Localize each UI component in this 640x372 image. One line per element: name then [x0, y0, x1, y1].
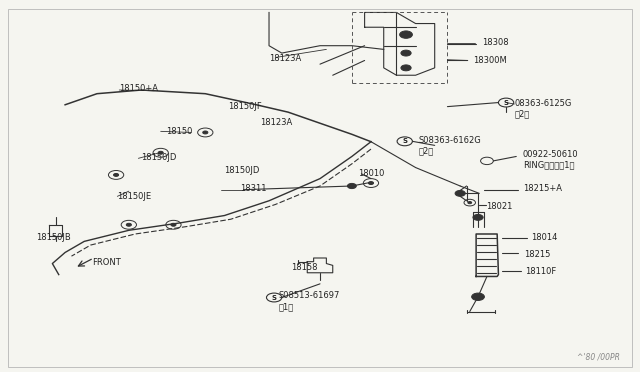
- Text: S08513-61697
（1）: S08513-61697 （1）: [278, 292, 340, 311]
- Circle shape: [472, 293, 484, 301]
- Text: 18158: 18158: [291, 263, 318, 272]
- Text: S: S: [504, 100, 509, 106]
- Text: 18010: 18010: [358, 169, 385, 177]
- Text: 00922-50610
RINGリング（1）: 00922-50610 RINGリング（1）: [523, 150, 579, 170]
- Text: 18215: 18215: [524, 250, 550, 259]
- Text: 18014: 18014: [532, 233, 558, 242]
- Circle shape: [126, 223, 131, 226]
- Circle shape: [401, 50, 411, 56]
- Text: 18150JF: 18150JF: [228, 102, 262, 111]
- Text: 18123A: 18123A: [260, 118, 292, 126]
- Text: 18150JB: 18150JB: [36, 233, 71, 242]
- Text: 08363-6125G
（2）: 08363-6125G （2）: [515, 99, 572, 118]
- Text: 18150+A: 18150+A: [119, 84, 158, 93]
- Circle shape: [369, 182, 374, 185]
- Text: 18150JD: 18150JD: [141, 153, 177, 162]
- Text: 18150JE: 18150JE: [117, 192, 152, 201]
- Circle shape: [473, 214, 483, 220]
- Circle shape: [171, 223, 176, 226]
- Circle shape: [348, 183, 356, 189]
- Text: 18308: 18308: [483, 38, 509, 47]
- Circle shape: [113, 173, 118, 176]
- Circle shape: [401, 65, 411, 71]
- Circle shape: [158, 151, 163, 154]
- Text: 18215+A: 18215+A: [523, 185, 562, 193]
- Circle shape: [468, 202, 472, 204]
- Text: 18123A: 18123A: [269, 54, 301, 63]
- Text: 18110F: 18110F: [525, 267, 556, 276]
- Circle shape: [203, 131, 208, 134]
- Text: FRONT: FRONT: [93, 258, 121, 267]
- Text: 18021: 18021: [486, 202, 512, 211]
- Text: S: S: [271, 295, 276, 301]
- Text: 18311: 18311: [241, 185, 267, 193]
- Text: 18150JD: 18150JD: [225, 166, 260, 174]
- Text: S: S: [403, 138, 407, 144]
- Text: ^'80 /00PR: ^'80 /00PR: [577, 352, 620, 361]
- Circle shape: [455, 190, 465, 196]
- Circle shape: [399, 31, 412, 38]
- Text: S08363-6162G
（2）: S08363-6162G （2）: [419, 137, 481, 156]
- Text: 18150: 18150: [166, 127, 192, 136]
- Text: 18300M: 18300M: [473, 56, 507, 65]
